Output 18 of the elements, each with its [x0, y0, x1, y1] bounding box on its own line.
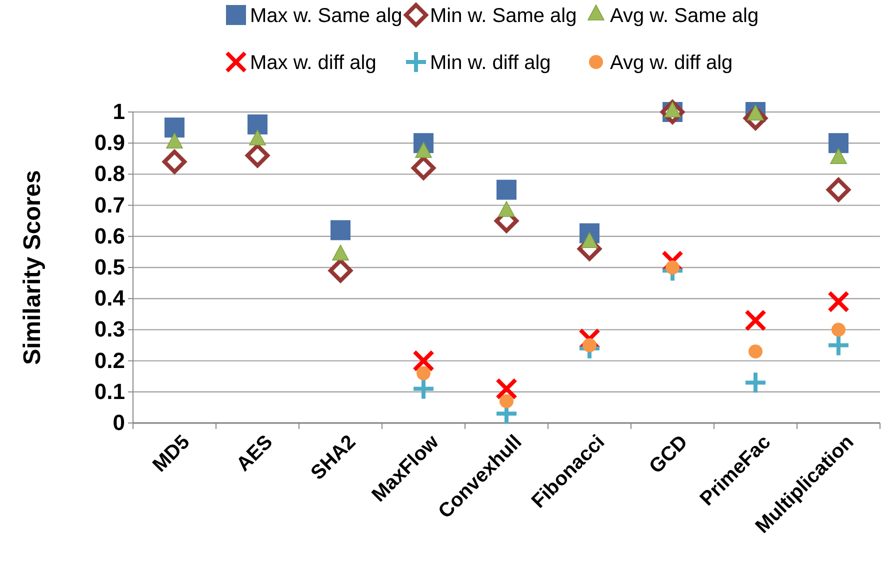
y-tick-label: 0.7: [94, 192, 125, 218]
y-tick-label: 0.4: [94, 286, 126, 311]
y-tick-label: 0.2: [94, 348, 125, 373]
y-tick-label: 0.8: [94, 161, 125, 186]
y-tick-label: 0.9: [94, 130, 125, 156]
legend-label: Max w. diff alg: [250, 52, 376, 74]
legend-label: Avg w. Same alg: [610, 5, 759, 27]
legend-label: Min w. diff alg: [430, 52, 551, 74]
y-axis-title: Similarity Scores: [19, 170, 46, 365]
y-tick-label: 0.6: [94, 223, 125, 248]
y-tick-label: 0: [112, 410, 125, 436]
y-tick-label: 1: [112, 99, 125, 124]
y-tick-label: 0.3: [94, 316, 125, 342]
y-tick-label: 0.1: [94, 378, 125, 404]
legend-label: Max w. Same alg: [250, 5, 402, 27]
legend-label: Avg w. diff alg: [610, 52, 733, 74]
legend-label: Min w. Same alg: [430, 5, 577, 27]
y-tick-label: 0.5: [94, 254, 125, 280]
